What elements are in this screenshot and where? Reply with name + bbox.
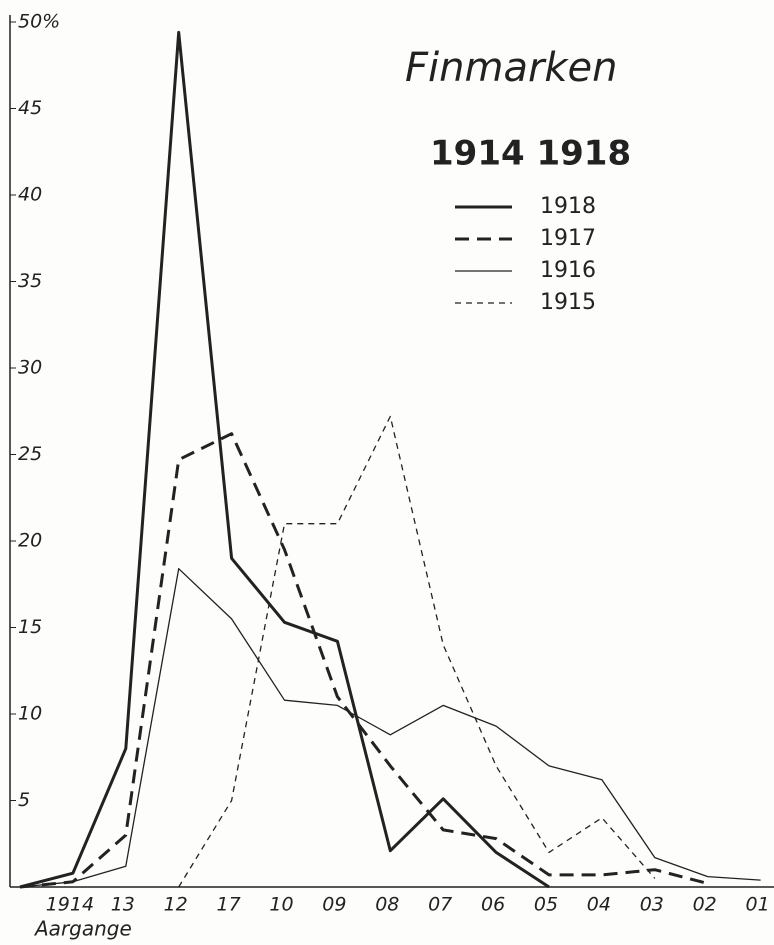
x-tick-label: 03 [640,894,664,916]
x-tick-label: 08 [375,894,399,916]
chart-subtitle: 1914 1918 [430,134,631,174]
x-tick-label: 04 [587,894,611,916]
x-tick-label: 06 [481,894,505,916]
y-tick-label: 15 [18,616,42,638]
y-tick-label: 45 [18,97,42,119]
x-tick-label: 01 [746,894,770,916]
x-tick-label: 07 [428,894,452,916]
chart-title: Finmarken [405,45,618,91]
y-tick-label: 35 [18,270,42,292]
y-tick-label: 40 [18,184,42,206]
x-tick-label: 1914 [46,894,94,916]
legend-label: 1917 [540,226,596,251]
series-line [19,568,761,888]
x-tick-label: 12 [164,894,188,916]
y-tick-label: 20 [18,530,42,552]
x-tick-label: 13 [111,894,135,916]
y-tick-label: 5 [18,789,30,811]
y-tick-label: 50% [18,11,60,33]
y-tick-label: 25 [18,443,42,465]
x-tick-label: 05 [534,894,558,916]
x-tick-label: 09 [322,894,346,916]
x-tick-label: 10 [269,894,293,916]
x-axis-label: Aargange [33,917,132,941]
legend-label: 1916 [540,258,596,283]
y-tick-label: 10 [18,703,42,725]
series-line [19,30,550,889]
series-line [178,415,656,888]
legend-label: 1918 [540,194,596,219]
x-tick-label: 02 [693,894,717,916]
x-tick-label: 17 [217,894,241,916]
series-line [19,432,709,889]
legend-label: 1915 [540,290,596,315]
y-tick-label: 30 [18,357,42,379]
